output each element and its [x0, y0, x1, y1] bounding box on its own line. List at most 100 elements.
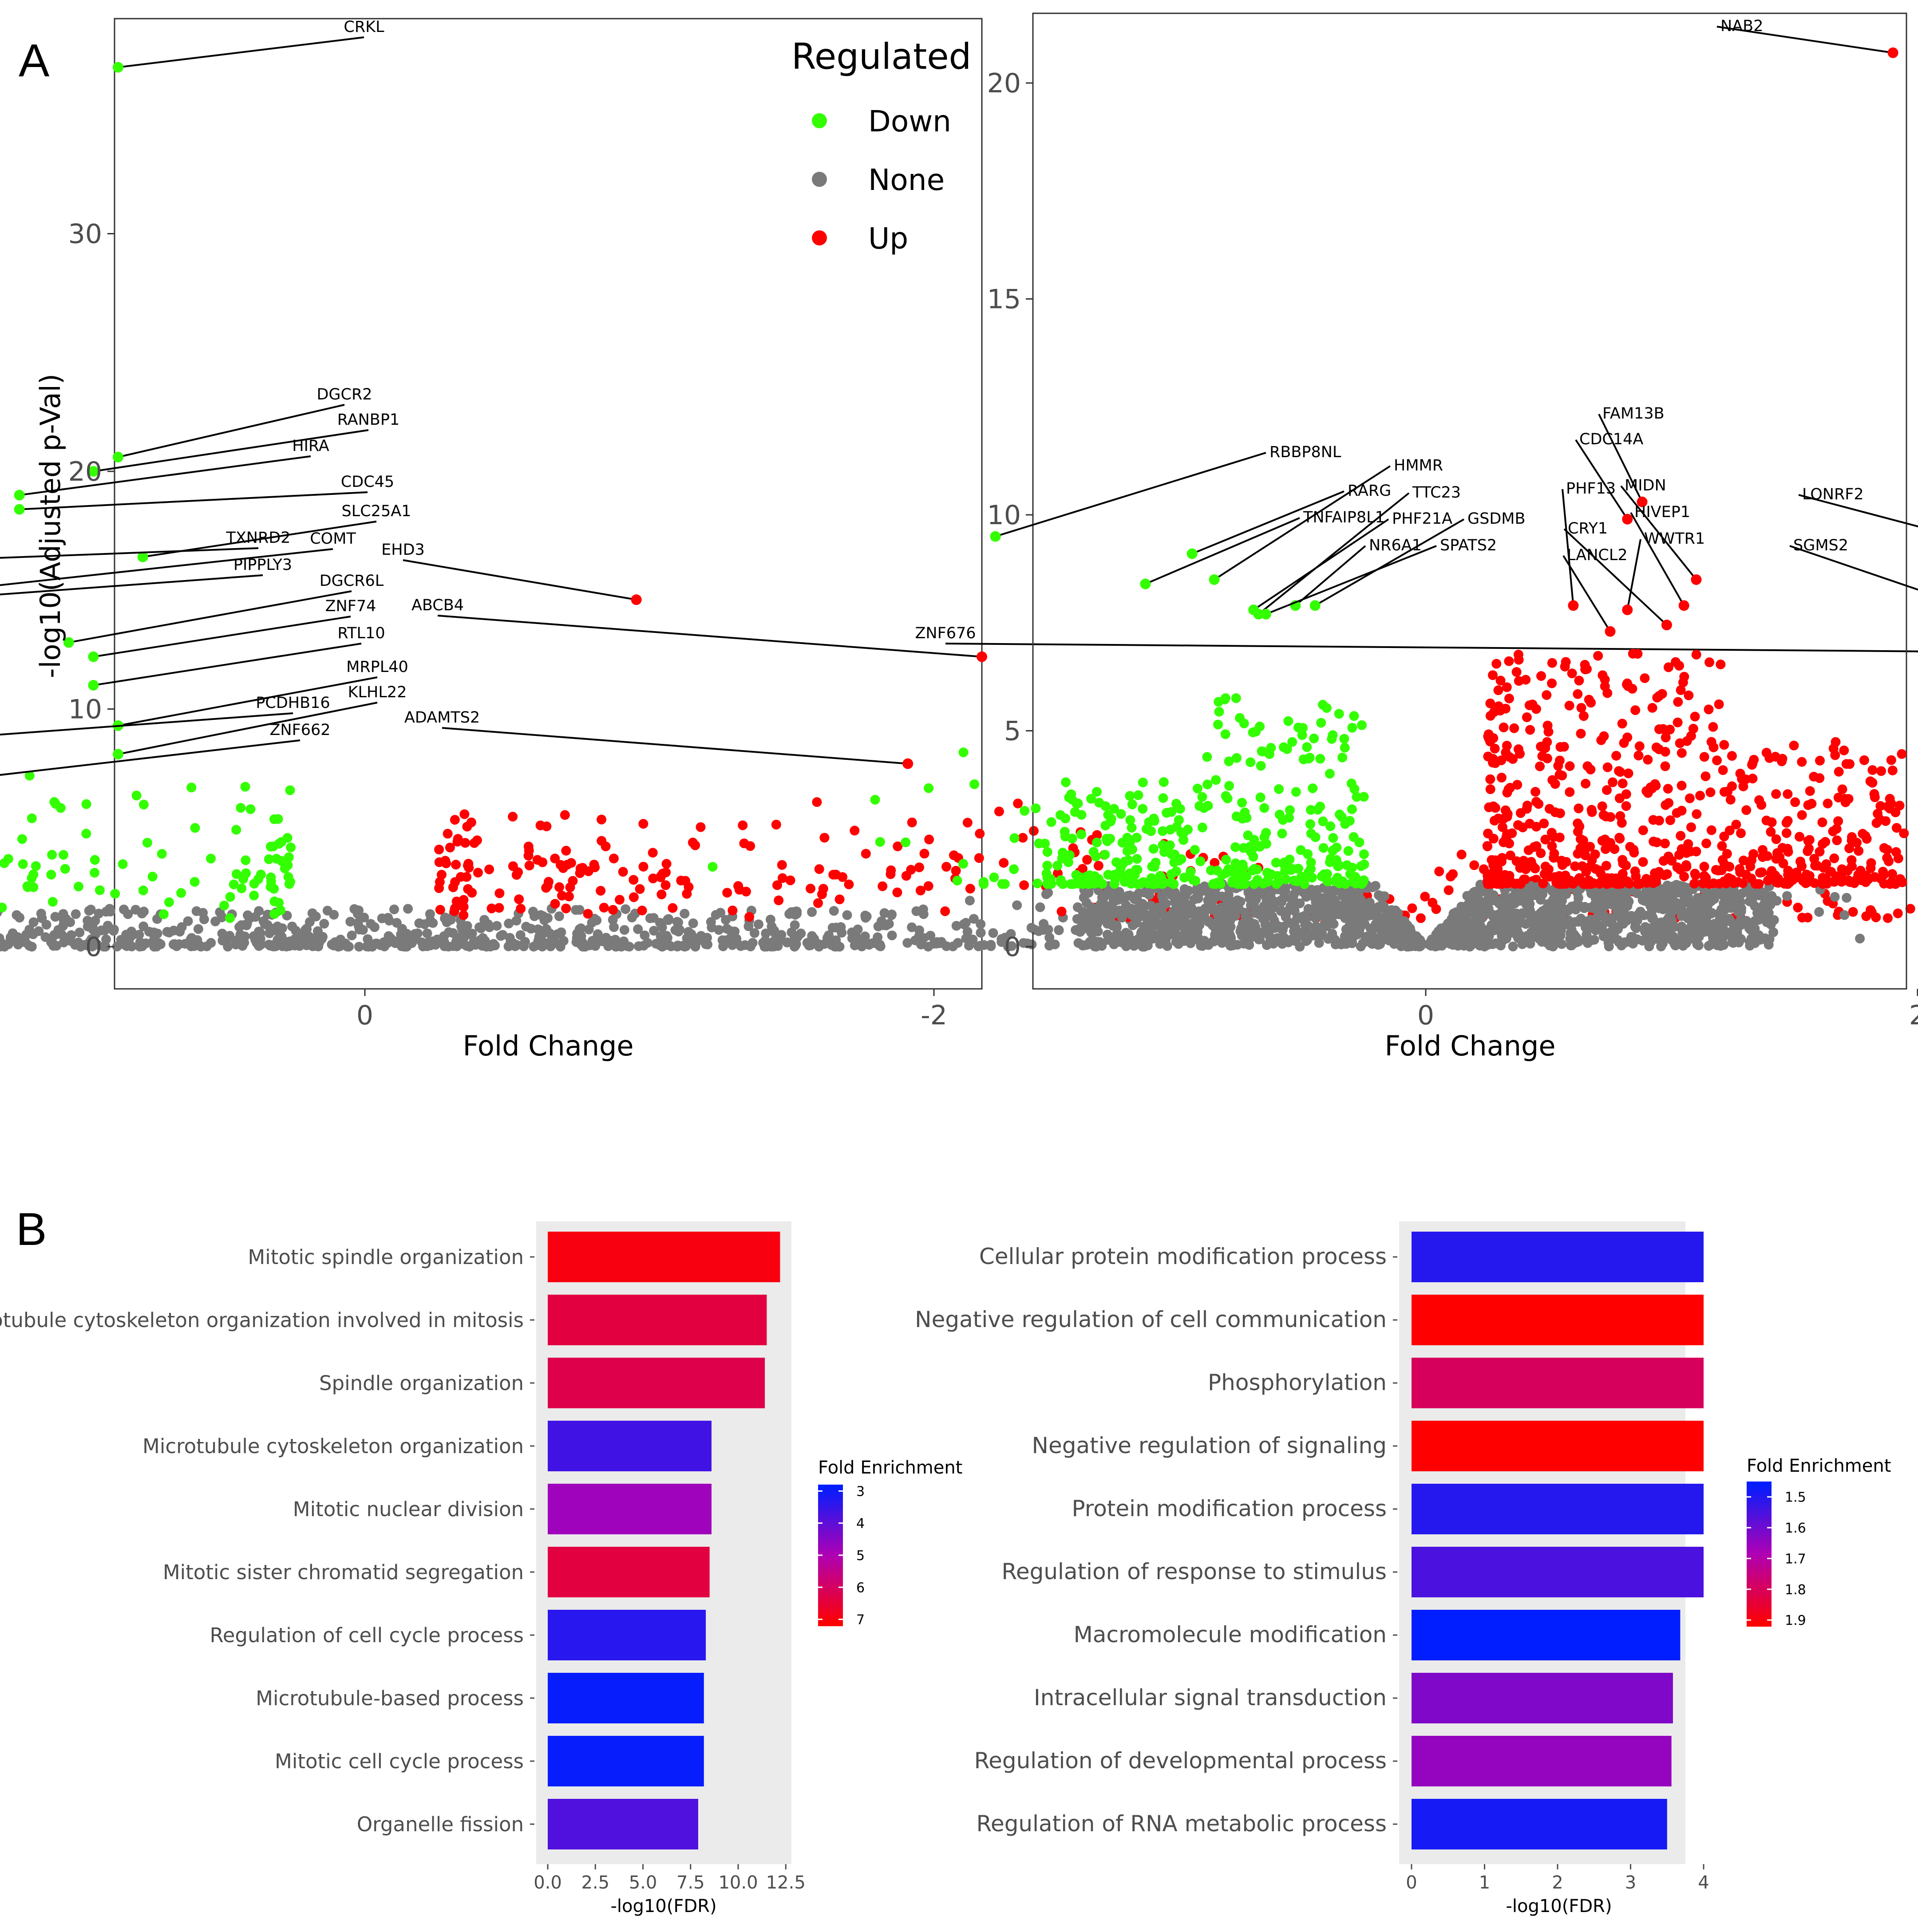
gene-label-ranbp1: RANBP1 — [337, 411, 399, 429]
label-leader-line — [1563, 528, 1668, 626]
volcano-point — [1088, 847, 1099, 857]
volcano-point — [1255, 792, 1265, 802]
volcano-point — [1579, 879, 1589, 889]
volcano-point — [1127, 799, 1137, 810]
volcano-point — [1782, 891, 1792, 901]
colorbar-segment — [1747, 1525, 1772, 1529]
volcano-point — [765, 941, 775, 951]
volcano-point — [1159, 922, 1169, 932]
volcano-point — [1243, 927, 1253, 937]
bar — [1412, 1673, 1673, 1723]
volcano-point — [1184, 936, 1194, 946]
bar — [1412, 1610, 1681, 1660]
volcano-point — [1647, 703, 1657, 713]
volcano-point — [73, 881, 83, 892]
volcano-point — [1881, 816, 1891, 826]
volcano-point — [696, 931, 706, 941]
label-leader-line — [0, 548, 333, 586]
colorbar-tick-label: 1.7 — [1785, 1551, 1806, 1567]
label-leader-line — [403, 559, 637, 601]
term-label: Phosphorylation — [1208, 1370, 1387, 1395]
volcano-point — [1836, 877, 1847, 887]
volcano-point — [941, 861, 952, 872]
volcano-point — [673, 917, 683, 928]
volcano-point — [1217, 870, 1227, 880]
volcano-point — [1803, 800, 1813, 810]
volcano-point — [1501, 932, 1511, 943]
volcano-point — [965, 884, 975, 894]
volcano-point — [254, 906, 264, 916]
volcano-point — [412, 928, 423, 939]
volcano-point — [1028, 826, 1039, 836]
volcano-point — [523, 850, 534, 861]
bar — [1412, 1484, 1704, 1534]
volcano-point — [1350, 904, 1360, 914]
volcano-point — [924, 834, 934, 845]
volcano-point — [1602, 762, 1613, 772]
volcano-point — [827, 940, 837, 950]
x-tick-label: 5.0 — [629, 1873, 657, 1893]
y-tick-label: 0 — [1004, 932, 1021, 963]
volcano-point — [1256, 761, 1266, 771]
volcano-point — [1647, 783, 1657, 794]
volcano-point — [24, 940, 35, 951]
volcano-point — [707, 922, 717, 932]
colorbar-segment — [818, 1590, 843, 1595]
volcano-point — [1127, 844, 1137, 854]
volcano-point — [1619, 738, 1629, 748]
volcano-point — [486, 903, 497, 913]
volcano-point — [1208, 889, 1218, 899]
volcano-point — [1830, 750, 1840, 760]
volcano-point — [58, 850, 68, 860]
volcano-point — [397, 924, 407, 934]
colorbar-tick-label: 1.6 — [1785, 1521, 1806, 1536]
volcano-point — [1685, 793, 1695, 803]
volcano-point — [1663, 662, 1673, 672]
colorbar-segment — [1747, 1579, 1772, 1584]
volcano-point — [533, 924, 543, 934]
volcano-point — [1009, 833, 1020, 843]
volcano-point — [1617, 778, 1628, 789]
volcano-point — [1401, 937, 1412, 947]
label-leader-line — [1789, 545, 1918, 591]
volcano-point — [1841, 759, 1851, 769]
volcano-point — [1631, 871, 1641, 881]
volcano-point — [1214, 707, 1224, 717]
volcano-point — [1468, 938, 1478, 948]
volcano-point — [1479, 941, 1490, 952]
panel-label-b: B — [16, 1204, 47, 1255]
volcano-point — [1565, 928, 1575, 938]
volcano-point — [716, 908, 726, 918]
volcano-point — [1771, 789, 1781, 799]
volcano-point — [1102, 836, 1112, 846]
volcano-point — [1325, 821, 1336, 831]
volcano-point — [1132, 854, 1142, 864]
bar — [1412, 1736, 1672, 1786]
volcano-point — [834, 894, 845, 905]
volcano-point — [961, 933, 971, 944]
volcano-point — [965, 896, 975, 906]
volcano-point — [1211, 921, 1222, 931]
volcano-point — [1630, 705, 1641, 715]
volcano-point — [1700, 771, 1711, 782]
volcano-point — [648, 873, 658, 884]
volcano-point — [1764, 753, 1775, 763]
volcano-point — [459, 895, 469, 905]
volcano-point — [1097, 941, 1107, 951]
gene-label-adamts2: ADAMTS2 — [404, 709, 480, 727]
volcano-point — [637, 905, 647, 916]
volcano-point — [1514, 918, 1524, 928]
volcano-point — [1815, 773, 1825, 783]
volcano-point — [83, 921, 93, 932]
colorbar-segment — [1747, 1590, 1772, 1594]
labeled-point-phf21a — [1248, 604, 1259, 616]
bar — [1412, 1421, 1704, 1471]
volcano-point — [434, 845, 444, 855]
label-leader-line — [1575, 439, 1628, 520]
volcano-point — [789, 941, 799, 952]
label-leader-line — [1716, 26, 1893, 54]
volcano-point — [1280, 885, 1290, 895]
volcano-point — [1630, 922, 1640, 932]
labeled-point-abcb4 — [977, 651, 987, 662]
volcano-point — [407, 938, 417, 948]
